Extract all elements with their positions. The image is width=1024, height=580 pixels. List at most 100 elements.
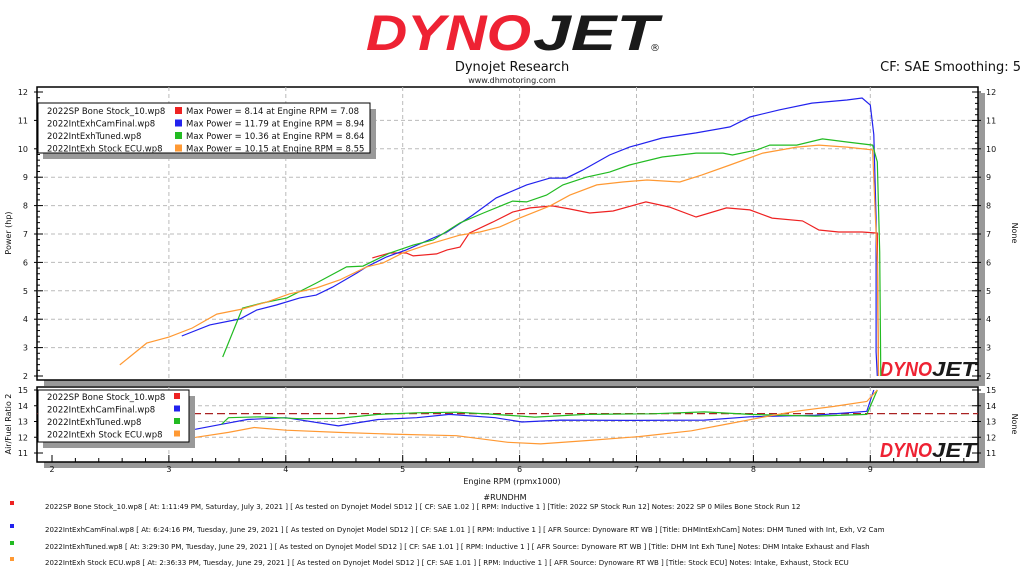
- x-tick-label: 4: [283, 465, 288, 474]
- power-line-2022sp-bone-stock-10-wp8: [372, 201, 880, 377]
- run-color-marker: [10, 557, 14, 561]
- svg-text:JET: JET: [932, 440, 978, 462]
- afr-legend-color-swatch: [174, 393, 180, 399]
- legend-color-swatch: [175, 107, 182, 114]
- x-axis-title: Engine RPM (rpmx1000): [463, 477, 560, 486]
- legend-color-swatch: [175, 132, 182, 139]
- afr-y-axis-title: Air/Fuel Ratio 2: [4, 394, 13, 455]
- afr-right-tick-label: 11: [986, 449, 996, 458]
- power-y-tick-label: 5: [23, 287, 28, 296]
- dynojet-watermark-afr: DYNO JET: [880, 440, 978, 462]
- power-right-tick-label: 7: [986, 230, 991, 239]
- afr-y-tick-label: 13: [18, 418, 28, 427]
- afr-right-axis-title: None: [1010, 414, 1019, 435]
- run-color-marker: [10, 541, 14, 545]
- legend-run-name: 2022IntExhCamFinal.wp8: [47, 120, 155, 130]
- x-tick-label: 8: [751, 465, 756, 474]
- company-name: Dynojet Research: [455, 60, 569, 75]
- power-right-tick-label: 12: [986, 88, 996, 97]
- power-right-tick-label: 6: [986, 258, 991, 267]
- afr-plot-area: [36, 386, 979, 463]
- dynojet-watermark-power: DYNO JET: [880, 359, 978, 381]
- run-color-marker: [10, 524, 14, 528]
- legend-max-power: Max Power = 10.36 at Engine RPM = 8.64: [186, 132, 364, 142]
- power-line-2022intexh-stock-ecu-wp8: [119, 144, 880, 377]
- run-group-label: #RUNDHM: [483, 493, 526, 502]
- legend-run-name: 2022SP Bone Stock_10.wp8: [47, 107, 165, 117]
- run-info-line: 2022IntExh Stock ECU.wp8 [ At: 2:36:33 P…: [45, 559, 849, 567]
- axes: 2 2 3 3 4 4 5 5 6 6 7 7 8 8 9 9 10 10 11 11 12 12 11 11 12 12 13 13…: [18, 88, 996, 474]
- afr-line-2022intexhcamfinal-wp8: [157, 389, 875, 431]
- series-lines: [113, 97, 882, 448]
- power-y-tick-label: 10: [18, 145, 28, 154]
- power-y-tick-label: 6: [23, 258, 28, 267]
- afr-right-tick-label: 14: [986, 402, 996, 411]
- power-right-tick-label: 11: [986, 116, 996, 125]
- legend-max-power: Max Power = 8.14 at Engine RPM = 7.08: [186, 107, 359, 117]
- svg-text:JET: JET: [932, 359, 978, 381]
- power-y-tick-label: 2: [23, 372, 28, 381]
- legend-max-power: Max Power = 11.79 at Engine RPM = 8.94: [186, 120, 364, 130]
- legend-color-swatch: [175, 144, 182, 152]
- power-right-tick-label: 5: [986, 287, 991, 296]
- afr-y-tick-label: 14: [18, 402, 28, 411]
- dynojet-logo: DYNO JET ®: [366, 5, 664, 61]
- power-y-tick-label: 4: [23, 315, 28, 324]
- afr-legend-run-name: 2022IntExhTuned.wp8: [47, 418, 141, 428]
- power-line-2022intexhcamfinal-wp8: [181, 97, 878, 377]
- afr-line-2022intexh-stock-ecu-wp8: [113, 389, 878, 448]
- x-tick-label: 5: [400, 465, 405, 474]
- power-y-tick-label: 12: [18, 88, 28, 97]
- afr-right-tick-label: 13: [986, 418, 996, 427]
- power-right-tick-label: 8: [986, 202, 991, 211]
- afr-legend-color-swatch: [174, 405, 180, 412]
- svg-text:DYNO: DYNO: [880, 440, 932, 462]
- power-line-2022intexhtuned-wp8: [222, 138, 882, 377]
- power-right-tick-label: 9: [986, 173, 991, 182]
- afr-legend-color-swatch: [174, 418, 180, 424]
- power-y-tick-label: 9: [23, 173, 28, 182]
- legend-max-power: Max Power = 10.15 at Engine RPM = 8.55: [186, 145, 364, 155]
- power-right-axis-title: None: [1010, 223, 1019, 244]
- run-info-line: 2022IntExhCamFinal.wp8 [ At: 6:24:16 PM,…: [45, 526, 885, 534]
- svg-text:DYNO: DYNO: [880, 359, 932, 381]
- legend-run-name: 2022IntExh Stock ECU.wp8: [47, 145, 163, 155]
- power-right-tick-label: 4: [986, 315, 991, 324]
- afr-legend: 2022SP Bone Stock_10.wp8 2022IntExhCamFin…: [37, 389, 190, 443]
- run-info-line: 2022IntExhTuned.wp8 [ At: 3:29:30 PM, Tu…: [45, 543, 870, 551]
- power-y-tick-label: 7: [23, 230, 28, 239]
- x-tick-label: 6: [517, 465, 522, 474]
- logo-red-text: DYNO: [366, 5, 531, 61]
- run-info-line: 2022SP Bone Stock_10.wp8 [ At: 1:11:49 P…: [45, 503, 800, 511]
- afr-y-tick-label: 11: [18, 449, 28, 458]
- power-right-tick-label: 10: [986, 145, 996, 154]
- x-tick-label: 3: [166, 465, 171, 474]
- legend-color-swatch: [175, 119, 182, 127]
- power-y-tick-label: 3: [23, 344, 28, 353]
- logo-registered-mark: ®: [650, 43, 660, 54]
- power-right-tick-label: 3: [986, 344, 991, 353]
- run-info-list: 2022SP Bone Stock_10.wp8 [ At: 1:11:49 P…: [10, 501, 885, 567]
- afr-y-tick-label: 12: [18, 433, 28, 442]
- afr-legend-run-name: 2022IntExhCamFinal.wp8: [47, 406, 155, 416]
- power-right-tick-label: 2: [986, 372, 991, 381]
- afr-right-tick-label: 12: [986, 433, 996, 442]
- x-tick-label: 7: [634, 465, 639, 474]
- afr-y-tick-label: 15: [18, 386, 28, 395]
- afr-legend-run-name: 2022SP Bone Stock_10.wp8: [47, 393, 165, 403]
- power-y-tick-label: 8: [23, 202, 28, 211]
- afr-right-tick-label: 15: [986, 386, 996, 395]
- x-tick-label: 9: [868, 465, 873, 474]
- afr-legend-run-name: 2022IntExh Stock ECU.wp8: [47, 431, 163, 441]
- power-y-tick-label: 11: [18, 116, 28, 125]
- logo-black-text: JET: [533, 5, 664, 61]
- power-y-axis-title: Power (hp): [4, 211, 13, 254]
- run-color-marker: [10, 501, 14, 505]
- cf-smoothing-info: CF: SAE Smoothing: 5: [880, 60, 1021, 75]
- afr-legend-color-swatch: [174, 430, 180, 437]
- legend-run-name: 2022IntExhTuned.wp8: [47, 132, 141, 142]
- website: www.dhmotoring.com: [468, 76, 556, 85]
- x-tick-label: 2: [49, 465, 54, 474]
- power-legend: 2022SP Bone Stock_10.wp8 Max Power = 8.14…: [37, 102, 371, 155]
